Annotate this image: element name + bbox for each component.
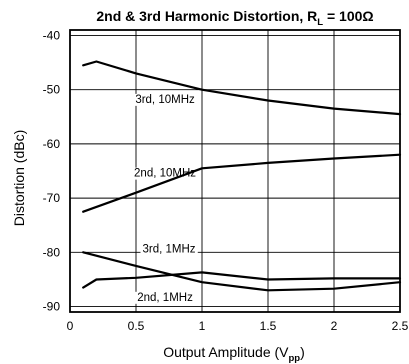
x-tick-label: 2.5 <box>392 319 409 333</box>
grid <box>70 30 400 312</box>
series-line-2nd-1mhz <box>82 271 402 289</box>
y-axis-label: Distortion (dBc) <box>11 130 27 226</box>
x-tick-label: 0.5 <box>128 319 145 333</box>
y-tick-label: -70 <box>43 191 61 205</box>
series-lines <box>82 60 402 292</box>
series-line-3rd-10mhz <box>82 60 402 116</box>
series-label: 3rd, 1MHz <box>142 244 195 256</box>
series-line-3rd-1mhz <box>82 251 402 292</box>
series-label-background <box>135 291 196 304</box>
series-label-background <box>133 93 198 106</box>
chart-title: 2nd & 3rd Harmonic Distortion, RL = 100Ω <box>96 8 373 28</box>
tick-labels: 0 0.5 1 1.5 2 2.5 -40 -50 -60 -70 -80 -90 <box>43 28 409 333</box>
y-tick-label: -60 <box>43 137 61 151</box>
series-label: 2nd, 1MHz <box>137 292 193 304</box>
plot-area <box>69 29 401 313</box>
series-line-2nd-10mhz <box>82 153 402 213</box>
y-tick-label: -40 <box>43 28 61 42</box>
x-tick-label: 1.5 <box>260 319 277 333</box>
x-axis-label: Output Amplitude (Vpp) <box>163 344 305 364</box>
x-tick-label: 2 <box>331 319 338 333</box>
x-tick-label: 1 <box>199 319 206 333</box>
series-label-background <box>140 243 198 256</box>
y-tick-label: -80 <box>43 245 61 259</box>
x-tick-label: 0 <box>67 319 74 333</box>
y-tick-label: -50 <box>43 83 61 97</box>
y-tick-label: -90 <box>43 300 61 314</box>
series-label: 3rd, 10MHz <box>135 94 195 106</box>
